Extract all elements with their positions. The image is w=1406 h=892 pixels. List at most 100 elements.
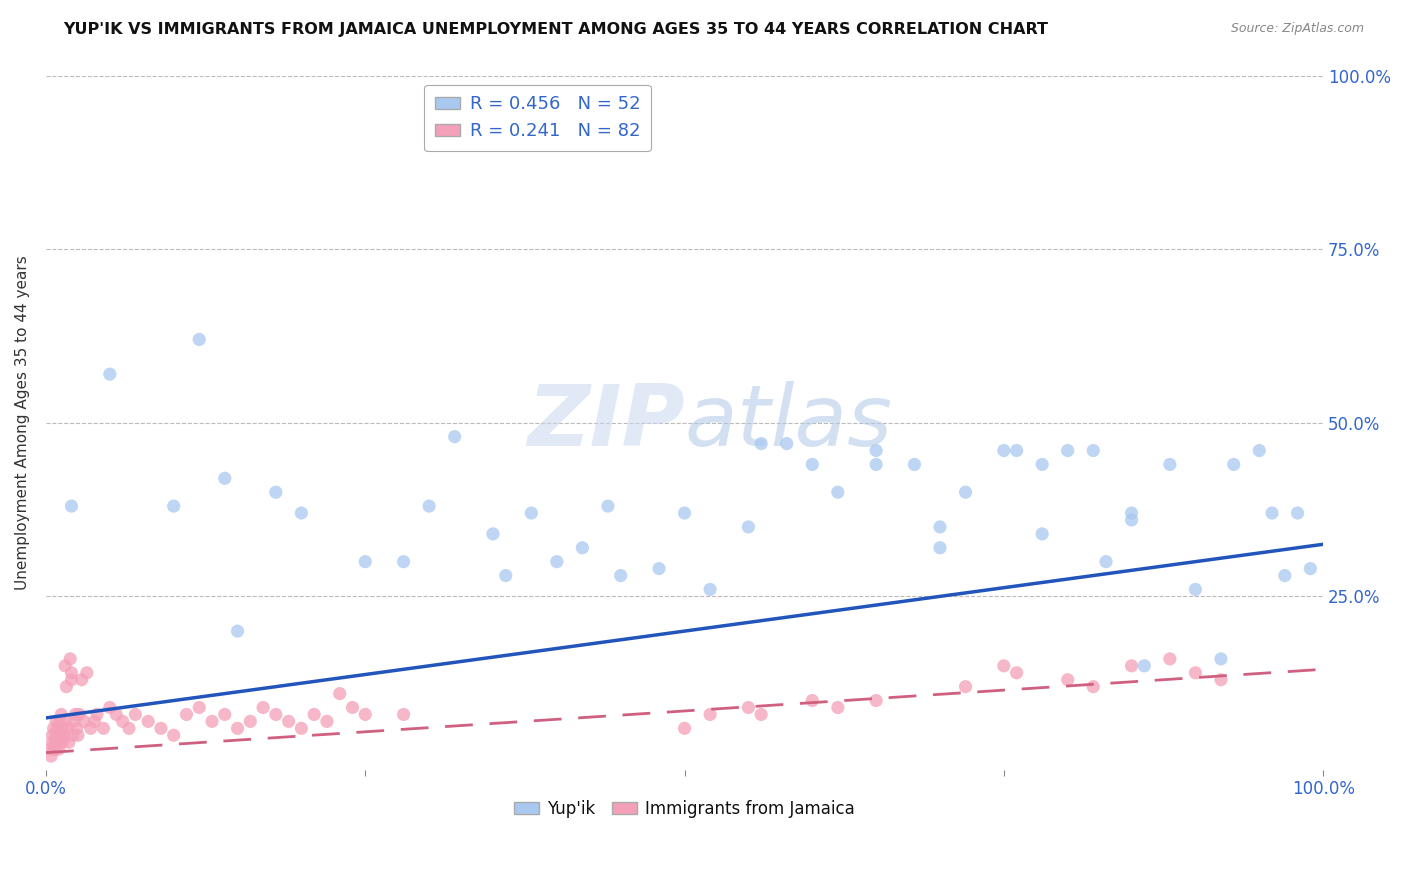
Point [1005,443,1028,458]
Point [827,700,849,714]
Point [1222,458,1244,472]
Point [571,541,593,555]
Point [903,458,925,472]
Point [302,707,325,722]
Point [1299,561,1322,575]
Legend: Yup'ik, Immigrants from Jamaica: Yup'ik, Immigrants from Jamaica [508,793,862,824]
Point [239,714,262,729]
Point [226,624,249,639]
Point [1133,658,1156,673]
Point [176,707,198,722]
Point [1184,665,1206,680]
Point [342,700,364,714]
Point [1274,568,1296,582]
Point [136,714,159,729]
Point [48,742,70,756]
Point [214,471,236,485]
Point [124,707,146,722]
Point [699,582,721,597]
Text: ZIP: ZIP [527,381,685,464]
Point [1031,458,1053,472]
Point [929,541,952,555]
Point [1249,443,1271,458]
Point [1056,673,1078,687]
Point [1121,506,1143,520]
Point [1031,527,1053,541]
Point [801,693,824,707]
Point [53,658,76,673]
Point [749,707,772,722]
Point [827,485,849,500]
Point [52,722,75,736]
Point [495,568,517,582]
Point [1121,658,1143,673]
Point [86,707,108,722]
Point [1159,458,1181,472]
Point [1056,443,1078,458]
Point [65,722,87,736]
Point [44,735,66,749]
Point [354,707,377,722]
Point [46,735,69,749]
Point [955,485,977,500]
Point [1121,513,1143,527]
Point [1083,680,1105,694]
Point [118,722,141,736]
Point [392,707,415,722]
Point [45,714,67,729]
Point [1209,673,1232,687]
Point [60,499,83,513]
Point [749,436,772,450]
Point [1261,506,1284,520]
Point [264,707,287,722]
Point [418,499,440,513]
Point [76,665,98,680]
Point [49,735,72,749]
Point [482,527,505,541]
Point [73,714,96,729]
Point [993,443,1015,458]
Point [46,722,69,736]
Point [49,714,72,729]
Point [45,728,67,742]
Point [673,506,696,520]
Text: atlas: atlas [685,381,893,464]
Point [929,520,952,534]
Point [596,499,619,513]
Text: Source: ZipAtlas.com: Source: ZipAtlas.com [1230,22,1364,36]
Point [290,506,312,520]
Point [98,367,121,381]
Point [955,680,977,694]
Point [699,707,721,722]
Point [66,728,89,742]
Point [163,499,186,513]
Point [83,714,105,729]
Point [105,707,128,722]
Point [63,714,86,729]
Point [163,728,186,742]
Point [865,443,887,458]
Point [52,735,75,749]
Point [354,555,377,569]
Point [42,742,65,756]
Point [1286,506,1309,520]
Point [264,485,287,500]
Point [609,568,631,582]
Point [1083,443,1105,458]
Point [188,700,211,714]
Point [44,742,66,756]
Point [290,722,312,736]
Point [56,722,79,736]
Point [41,735,63,749]
Text: YUP'IK VS IMMIGRANTS FROM JAMAICA UNEMPLOYMENT AMONG AGES 35 TO 44 YEARS CORRELA: YUP'IK VS IMMIGRANTS FROM JAMAICA UNEMPL… [63,22,1049,37]
Point [226,722,249,736]
Y-axis label: Unemployment Among Ages 35 to 44 years: Unemployment Among Ages 35 to 44 years [15,255,30,591]
Point [1209,652,1232,666]
Point [214,707,236,722]
Point [98,700,121,714]
Point [60,673,83,687]
Point [737,700,759,714]
Point [443,430,465,444]
Point [70,673,93,687]
Point [993,658,1015,673]
